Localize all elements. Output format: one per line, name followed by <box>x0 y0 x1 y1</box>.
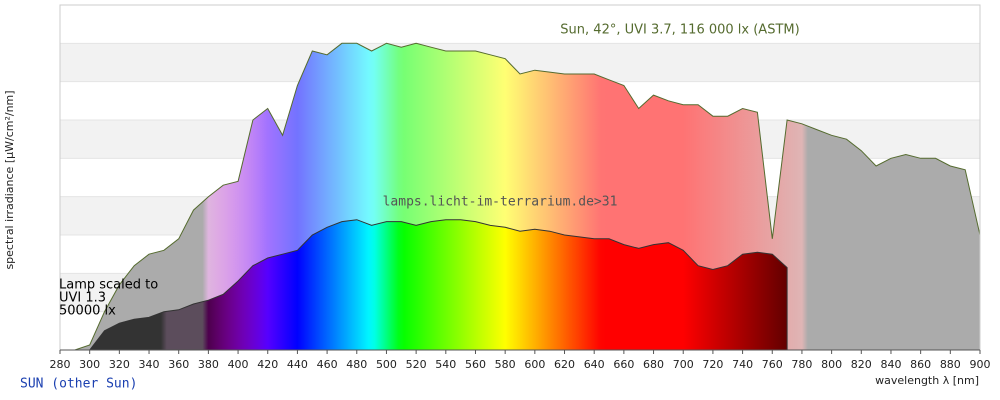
x-tick-label: 640 <box>584 358 605 371</box>
plot <box>60 42 981 351</box>
x-tick-label: 340 <box>139 358 160 371</box>
x-tick-label: 840 <box>880 358 901 371</box>
x-tick-label: 740 <box>732 358 753 371</box>
x-tick-label: 300 <box>79 358 100 371</box>
x-tick-label: 800 <box>821 358 842 371</box>
y-axis-label: spectral irradiance [µW/cm²/nm] <box>3 90 16 269</box>
x-tick-label: 460 <box>317 358 338 371</box>
x-tick-label: 720 <box>702 358 723 371</box>
x-tick-label: 600 <box>524 358 545 371</box>
x-tick-label: 440 <box>287 358 308 371</box>
x-tick-label: 420 <box>257 358 278 371</box>
spectrum-area <box>88 219 788 351</box>
x-tick-label: 360 <box>168 358 189 371</box>
x-tick-label: 560 <box>465 358 486 371</box>
x-axis-label: wavelength λ [nm] <box>875 374 979 387</box>
footer-link[interactable]: SUN (other Sun) <box>20 377 137 392</box>
x-tick-label: 680 <box>643 358 664 371</box>
x-tick-label: 320 <box>109 358 130 371</box>
chart-title: Sun, 42°, UVI 3.7, 116 000 lx (ASTM) <box>560 23 799 38</box>
x-tick-label: 700 <box>673 358 694 371</box>
lamp-note: Lamp scaled to <box>59 278 158 293</box>
x-tick-label: 520 <box>406 358 427 371</box>
x-tick-label: 620 <box>554 358 575 371</box>
x-tick-label: 860 <box>910 358 931 371</box>
x-tick-label: 900 <box>970 358 991 371</box>
x-tick-label: 760 <box>762 358 783 371</box>
x-tick-label: 480 <box>346 358 367 371</box>
x-tick-label: 580 <box>495 358 516 371</box>
lamp-note: UVI 1.3 <box>59 291 106 306</box>
x-tick-label: 660 <box>613 358 634 371</box>
annotation: lamps.licht-im-terrarium.de>31 <box>383 195 618 210</box>
x-tick-label: 280 <box>50 358 71 371</box>
x-tick-label: 820 <box>851 358 872 371</box>
x-tick-label: 380 <box>198 358 219 371</box>
x-tick-label: 880 <box>940 358 961 371</box>
x-tick-label: 500 <box>376 358 397 371</box>
x-tick-label: 400 <box>228 358 249 371</box>
x-tick-label: 540 <box>435 358 456 371</box>
lamp-note: 50000 lx <box>59 304 116 319</box>
x-tick-label: 780 <box>791 358 812 371</box>
